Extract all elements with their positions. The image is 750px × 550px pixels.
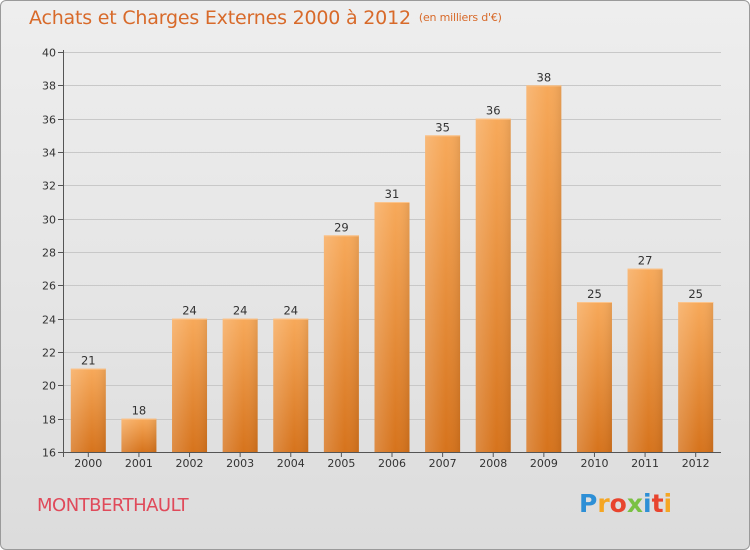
x-tick-label-2003: 2003 — [226, 457, 254, 470]
y-tick-label-20: 20 — [42, 380, 56, 393]
bar-shade-2001 — [121, 418, 157, 452]
bar-shade-2000 — [70, 368, 106, 452]
bar-shade-2003 — [222, 318, 258, 452]
x-tick-label-2009: 2009 — [530, 457, 558, 470]
labels: 16 18 20 22 24 26 28 30 32 34 36 38 40 21 2000 18 2001 24… — [42, 47, 710, 471]
chart-subtitle: (en milliers d'€) — [418, 11, 502, 24]
y-tick-label-22: 22 — [42, 347, 56, 360]
commune-name: MONTBERTHAULT — [37, 495, 189, 516]
value-label-2010: 25 — [587, 287, 602, 301]
y-tick-label-18: 18 — [42, 414, 56, 427]
x-tick-label-2008: 2008 — [479, 457, 507, 470]
y-tick-label-36: 36 — [42, 114, 56, 127]
y-tick-label-40: 40 — [42, 47, 56, 60]
value-label-2003: 24 — [233, 304, 248, 318]
bar-shade-2012 — [678, 302, 714, 452]
chart-title: Achats et Charges Externes 2000 à 2012 — [29, 7, 411, 29]
logo-letter: r — [597, 489, 610, 518]
x-tick-label-2002: 2002 — [176, 457, 204, 470]
y-tick-label-32: 32 — [42, 180, 56, 193]
value-label-2011: 27 — [638, 254, 653, 268]
x-tick-label-2007: 2007 — [429, 457, 457, 470]
x-tick-label-2010: 2010 — [580, 457, 608, 470]
axes — [58, 50, 721, 457]
y-tick-label-34: 34 — [42, 147, 56, 160]
y-tick-label-28: 28 — [42, 247, 56, 260]
y-tick-label-26: 26 — [42, 280, 56, 293]
x-tick-label-2012: 2012 — [682, 457, 710, 470]
chart-title-block: Achats et Charges Externes 2000 à 2012 (e… — [29, 7, 502, 29]
x-tick-label-2005: 2005 — [327, 457, 355, 470]
bar-shade-2010 — [576, 302, 612, 452]
value-label-2002: 24 — [182, 304, 197, 318]
x-tick-label-2001: 2001 — [125, 457, 153, 470]
value-label-2005: 29 — [334, 220, 349, 234]
value-label-2008: 36 — [486, 104, 501, 118]
bars — [70, 85, 714, 453]
value-label-2012: 25 — [688, 287, 703, 301]
y-tick-label-24: 24 — [42, 314, 56, 327]
value-label-2006: 31 — [385, 187, 400, 201]
x-tick-label-2006: 2006 — [378, 457, 406, 470]
logo-letter: o — [609, 489, 627, 518]
x-tick-label-2000: 2000 — [74, 457, 102, 470]
bar-shade-2005 — [323, 235, 359, 452]
bar-shade-2007 — [425, 135, 461, 453]
value-label-2009: 38 — [537, 70, 552, 84]
logo-letter: t — [651, 489, 664, 518]
logo-letter: i — [663, 489, 673, 518]
x-tick-label-2011: 2011 — [631, 457, 659, 470]
x-tick-label-2004: 2004 — [277, 457, 305, 470]
bar-shade-2002 — [172, 318, 208, 452]
bar-shade-2008 — [475, 118, 511, 453]
y-tick-label-38: 38 — [42, 80, 56, 93]
bar-shade-2006 — [374, 202, 410, 452]
logo-letter: P — [579, 489, 598, 518]
value-label-2000: 21 — [81, 354, 96, 368]
bar-shade-2004 — [273, 318, 309, 452]
proxiti-logo[interactable]: Proxiti — [579, 489, 672, 518]
value-label-2004: 24 — [283, 304, 298, 318]
bar-shade-2011 — [627, 268, 663, 452]
value-label-2001: 18 — [132, 404, 147, 418]
y-tick-label-16: 16 — [42, 447, 56, 460]
y-tick-label-30: 30 — [42, 214, 56, 227]
logo-letter: i — [643, 489, 652, 518]
bar-shade-2009 — [526, 85, 562, 452]
value-label-2007: 35 — [435, 120, 450, 134]
logo-letter: x — [626, 489, 643, 518]
